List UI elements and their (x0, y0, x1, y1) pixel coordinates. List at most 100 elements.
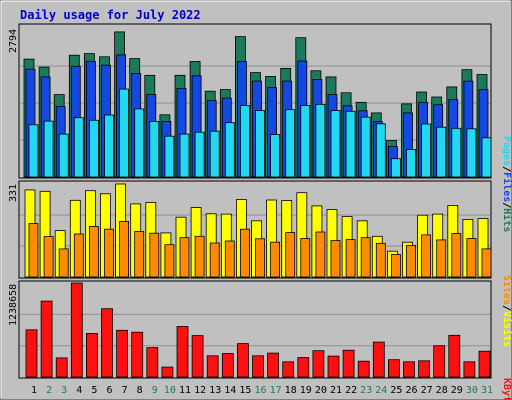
bar-sites-day-17 (270, 241, 281, 278)
legend-sep-1: / (501, 166, 512, 172)
bar-kbytes-day-25 (387, 359, 400, 378)
x-label-day-11: 11 (179, 385, 191, 396)
bar-sites-day-6 (104, 228, 114, 278)
bar-kbytes-day-16 (252, 355, 264, 378)
bar-kbytes-day-29 (448, 334, 461, 378)
bar-pages-day-6 (104, 114, 114, 178)
x-label-day-30: 30 (466, 385, 478, 396)
bar-sites-day-23 (360, 237, 371, 278)
legend-sep-3: / (501, 305, 512, 311)
bar-sites-day-9 (149, 232, 160, 278)
x-label-day-16: 16 (254, 385, 266, 396)
bar-sites-day-24 (375, 242, 386, 278)
bar-kbytes-day-10 (161, 366, 174, 378)
x-label-day-29: 29 (451, 385, 463, 396)
bar-pages-day-17 (270, 134, 281, 178)
x-label-day-23: 23 (360, 385, 372, 396)
x-label-day-6: 6 (106, 385, 112, 396)
bar-pages-day-15 (239, 105, 250, 178)
bar-pages-day-27 (421, 123, 432, 178)
bar-pages-day-7 (119, 88, 129, 178)
bar-kbytes-day-22 (342, 349, 355, 378)
bar-kbytes-day-6 (101, 308, 113, 378)
bar-sites-day-12 (194, 235, 205, 278)
bar-sites-day-19 (300, 238, 311, 278)
y-max-label-hits: 2794 (8, 29, 19, 53)
legend-middle: Sites/Visits (501, 275, 512, 347)
legend-top: Pages/Files/Hits (501, 136, 512, 232)
bar-pages-day-21 (330, 110, 341, 178)
bar-kbytes-day-30 (463, 361, 476, 378)
legend-files: Files (501, 172, 512, 202)
bar-pages-day-22 (345, 110, 356, 178)
bar-kbytes-day-31 (478, 350, 491, 378)
bar-sites-day-29 (451, 233, 462, 278)
chart-marks (20, 31, 492, 378)
x-label-day-26: 26 (405, 385, 417, 396)
legend-hits: Hits (501, 208, 512, 232)
x-label-day-4: 4 (76, 385, 82, 396)
x-label-day-31: 31 (481, 385, 493, 396)
bar-kbytes-day-2 (40, 300, 53, 378)
bar-sites-day-15 (239, 228, 250, 278)
bar-pages-day-2 (43, 120, 54, 178)
x-axis-day-labels: 1 2 3 4 5 6 7 8 9 10 11 12 13 14 15 16 17 18 19 20 21 22 23 24 2… (31, 385, 493, 396)
bar-kbytes-day-3 (55, 357, 68, 378)
x-label-day-10: 10 (164, 385, 176, 396)
bar-kbytes-day-5 (86, 332, 98, 378)
bar-sites-day-4 (73, 233, 84, 278)
bar-kbytes-day-12 (191, 335, 204, 378)
bar-sites-day-14 (224, 240, 235, 278)
bar-pages-day-4 (73, 117, 84, 178)
bar-pages-day-14 (224, 122, 235, 178)
x-label-day-27: 27 (421, 385, 433, 396)
bar-pages-day-8 (134, 108, 145, 178)
bar-sites-day-3 (58, 248, 69, 278)
bar-pages-day-1 (28, 124, 39, 178)
bar-sites-day-13 (209, 242, 220, 278)
x-label-day-17: 17 (270, 385, 282, 396)
bar-pages-day-18 (285, 109, 296, 178)
bar-kbytes-day-1 (25, 329, 38, 378)
bar-kbytes-day-9 (146, 347, 159, 378)
bar-sites-day-8 (134, 231, 145, 278)
bar-kbytes-day-27 (418, 360, 431, 378)
bar-sites-day-30 (466, 238, 477, 278)
x-label-day-9: 9 (152, 385, 158, 396)
bar-kbytes-day-23 (357, 360, 370, 378)
bar-sites-day-25 (390, 254, 401, 278)
bar-sites-day-5 (89, 225, 99, 278)
bar-kbytes-day-13 (206, 355, 219, 378)
bar-pages-day-20 (315, 104, 326, 178)
bar-sites-day-16 (255, 238, 265, 278)
x-label-day-28: 28 (436, 385, 448, 396)
x-label-day-7: 7 (122, 385, 128, 396)
x-label-day-25: 25 (390, 385, 402, 396)
bar-pages-day-23 (360, 116, 371, 178)
bar-kbytes-day-18 (282, 361, 295, 378)
bar-sites-day-22 (345, 239, 356, 278)
bar-sites-day-26 (406, 245, 416, 278)
x-label-day-20: 20 (315, 385, 327, 396)
x-label-day-14: 14 (224, 385, 236, 396)
bar-sites-day-28 (436, 239, 447, 278)
x-label-day-22: 22 (345, 385, 357, 396)
legend-bottom: KBytes (501, 378, 512, 400)
x-label-day-18: 18 (285, 385, 297, 396)
bar-pages-day-5 (89, 119, 99, 178)
x-label-day-21: 21 (330, 385, 342, 396)
x-label-day-12: 12 (194, 385, 206, 396)
bar-pages-day-10 (164, 135, 175, 178)
bar-kbytes-day-17 (267, 352, 280, 378)
x-label-day-5: 5 (91, 385, 97, 396)
bar-sites-day-2 (43, 236, 54, 278)
legend-pages: Pages (501, 136, 512, 166)
y-max-label-kbytes: 1238658 (8, 284, 19, 326)
bar-pages-day-9 (149, 121, 160, 178)
bar-sites-day-21 (330, 240, 341, 278)
bar-kbytes-day-14 (221, 353, 234, 378)
bar-pages-day-24 (375, 123, 386, 178)
bar-kbytes-day-26 (403, 361, 415, 378)
bar-sites-day-18 (285, 232, 296, 278)
